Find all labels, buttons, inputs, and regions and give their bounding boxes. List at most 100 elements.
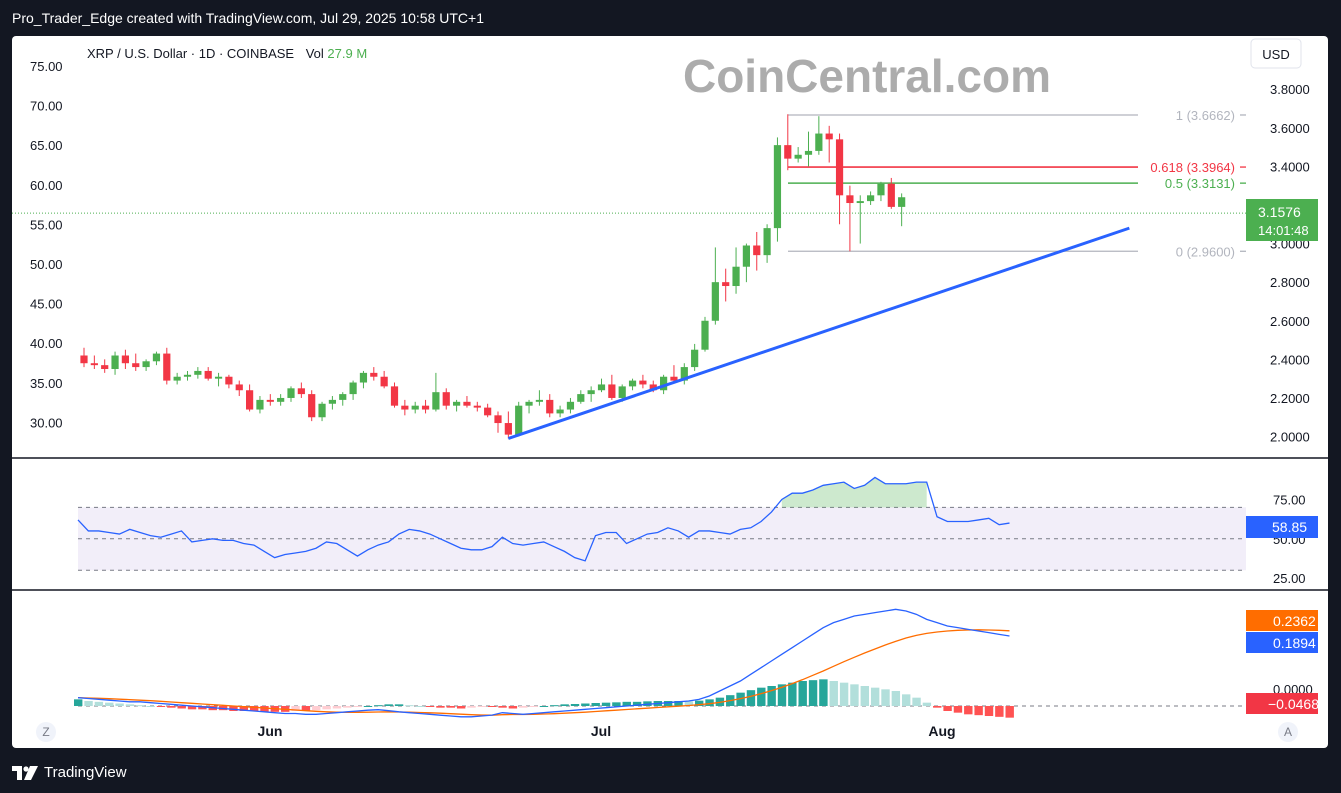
rsi-value-label: 58.85: [1272, 519, 1307, 535]
macd-histogram-bar: [394, 704, 404, 706]
candle-body[interactable]: [877, 183, 885, 196]
candle-body[interactable]: [463, 401, 471, 406]
macd-histogram-bar: [953, 706, 963, 713]
fibonacci-retracement[interactable]: 1 (3.6662) 0.618 (3.3964) 0.5 (3.3131) 0…: [788, 108, 1246, 259]
candle-body[interactable]: [825, 133, 833, 140]
candle-body[interactable]: [297, 388, 305, 395]
right-price-axis[interactable]: 2.00002.20002.40002.60002.80003.00003.20…: [1270, 82, 1310, 444]
candle-body[interactable]: [494, 415, 502, 424]
candle-body[interactable]: [484, 407, 492, 416]
candle-body[interactable]: [804, 150, 813, 155]
candle-body[interactable]: [473, 405, 481, 408]
candle-body[interactable]: [121, 355, 129, 364]
candle-body[interactable]: [773, 145, 782, 229]
candle-body[interactable]: [628, 380, 637, 387]
candle-body[interactable]: [421, 405, 430, 410]
candle-body[interactable]: [266, 399, 274, 402]
candle-body[interactable]: [556, 409, 564, 414]
candle-body[interactable]: [225, 376, 233, 385]
candle-body[interactable]: [401, 405, 409, 410]
candle-body[interactable]: [256, 399, 264, 410]
candle-body[interactable]: [318, 403, 326, 418]
candle-body[interactable]: [142, 361, 150, 368]
candle-body[interactable]: [359, 372, 368, 383]
candle-body[interactable]: [597, 384, 606, 391]
symbol-legend[interactable]: XRP / U.S. Dollar · 1D · COINBASE Vol 27…: [87, 46, 367, 61]
candle-body[interactable]: [577, 394, 585, 402]
zoom-reset-button[interactable]: [36, 722, 56, 742]
candle-body[interactable]: [763, 228, 771, 256]
rsi-pane[interactable]: [77, 476, 1246, 571]
candle-body[interactable]: [453, 401, 461, 406]
candle-body[interactable]: [701, 320, 709, 350]
candle-body[interactable]: [525, 401, 533, 406]
candle-body[interactable]: [815, 133, 823, 151]
macd-signal-line[interactable]: [77, 629, 1010, 716]
candle-body[interactable]: [308, 394, 316, 418]
candle-body[interactable]: [566, 401, 575, 410]
tradingview-logo[interactable]: TradingView: [12, 764, 127, 781]
candle-body[interactable]: [535, 399, 543, 402]
candle-body[interactable]: [370, 372, 378, 377]
candle-body[interactable]: [390, 386, 399, 406]
candle-body[interactable]: [722, 282, 730, 287]
candle-body[interactable]: [349, 382, 357, 395]
candle-body[interactable]: [670, 376, 678, 381]
candle-body[interactable]: [194, 370, 202, 375]
candle-body[interactable]: [618, 386, 626, 398]
chart-canvas[interactable]: CoinCentral.com XRP / U.S. Dollar · 1D ·…: [12, 36, 1328, 748]
candle-body[interactable]: [235, 384, 243, 391]
auto-scale-button[interactable]: [1278, 722, 1298, 742]
candle-body[interactable]: [856, 201, 864, 204]
candle-body[interactable]: [649, 384, 657, 391]
candle-body[interactable]: [691, 349, 699, 368]
candle-body[interactable]: [246, 390, 254, 410]
candle-body[interactable]: [846, 195, 854, 204]
candle-body[interactable]: [339, 394, 347, 400]
candle-body[interactable]: [152, 353, 161, 362]
candle-body[interactable]: [90, 363, 98, 366]
candle-body[interactable]: [608, 384, 616, 398]
macd-line[interactable]: [77, 608, 1010, 718]
candle-body[interactable]: [380, 376, 388, 387]
candle-body[interactable]: [639, 380, 647, 385]
candle-body[interactable]: [784, 145, 792, 159]
macd-pane[interactable]: [74, 608, 1246, 718]
candle-body[interactable]: [411, 405, 419, 410]
candle-body[interactable]: [711, 282, 719, 321]
candle-body[interactable]: [504, 423, 512, 435]
candle-body[interactable]: [183, 374, 192, 377]
candle-body[interactable]: [163, 353, 171, 381]
candlestick-series[interactable]: [80, 114, 906, 439]
candle-body[interactable]: [132, 363, 140, 368]
candle-body[interactable]: [204, 370, 212, 379]
candle-body[interactable]: [660, 376, 668, 391]
candle-body[interactable]: [887, 183, 895, 207]
candle-body[interactable]: [742, 245, 750, 267]
candle-body[interactable]: [546, 399, 554, 414]
candle-body[interactable]: [753, 245, 761, 256]
candle-body[interactable]: [214, 376, 223, 379]
candle-body[interactable]: [794, 154, 802, 159]
candle-body[interactable]: [898, 197, 906, 207]
candle-body[interactable]: [277, 397, 285, 402]
candle-body[interactable]: [432, 392, 440, 410]
candle-body[interactable]: [287, 388, 295, 398]
candle-body[interactable]: [111, 355, 119, 370]
currency-button[interactable]: [1250, 38, 1302, 69]
trend-line[interactable]: [507, 226, 1130, 440]
candle-body[interactable]: [835, 139, 844, 196]
candle-body[interactable]: [328, 399, 336, 404]
symbol-title: XRP / U.S. Dollar · 1D · COINBASE: [87, 46, 294, 61]
candle-body[interactable]: [80, 355, 88, 364]
candle-body[interactable]: [587, 390, 595, 395]
candle-body[interactable]: [515, 405, 523, 435]
candle-body[interactable]: [867, 195, 875, 202]
candle-body[interactable]: [442, 392, 450, 406]
candle-body[interactable]: [173, 376, 181, 381]
candle-body[interactable]: [732, 266, 740, 287]
candle-body[interactable]: [680, 367, 688, 381]
chart-frame[interactable]: CoinCentral.com XRP / U.S. Dollar · 1D ·…: [12, 36, 1328, 748]
candle-body[interactable]: [101, 365, 109, 370]
rsi-line[interactable]: [77, 476, 1010, 562]
